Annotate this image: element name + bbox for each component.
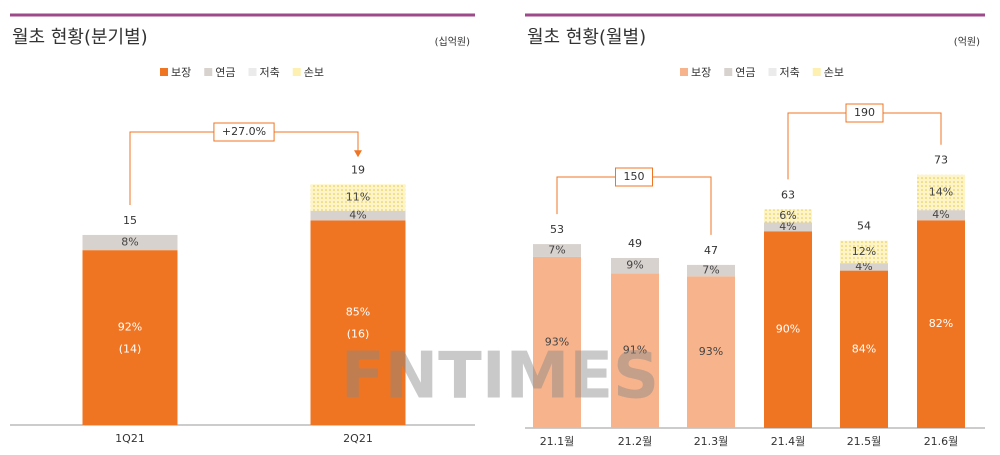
- annotation: +27.0%: [222, 125, 266, 138]
- x-tick-label: 21.1월: [540, 435, 575, 448]
- segment-label: 4%: [932, 208, 949, 221]
- bar-segment: [917, 210, 965, 221]
- segment-label: 92%: [118, 321, 142, 334]
- bar-segment: [533, 244, 581, 257]
- legend: 보장 연금 저축 손보: [160, 66, 324, 79]
- segment-label: 12%: [852, 245, 876, 258]
- segment-label: 6%: [779, 209, 796, 222]
- legend-swatch: [292, 68, 301, 76]
- bar-segment: [764, 209, 812, 223]
- segment-label: 91%: [623, 344, 647, 357]
- x-tick-label: 21.5월: [847, 435, 882, 448]
- segment-label: 90%: [776, 323, 800, 336]
- legend-swatch: [768, 68, 777, 76]
- legend-label: 저축: [780, 66, 800, 79]
- bar-segment: [917, 174, 965, 211]
- segment-label: 14%: [929, 185, 953, 198]
- legend-swatch: [812, 68, 821, 76]
- bar-segment: [687, 264, 735, 277]
- total-label: 63: [781, 188, 795, 201]
- legend-label: 보장: [171, 66, 191, 79]
- legend-label: 보장: [691, 66, 711, 79]
- legend-swatch: [160, 68, 168, 76]
- annotation: 150: [624, 170, 645, 183]
- segment-label: 4%: [349, 209, 366, 222]
- bar-segment: [310, 220, 406, 425]
- total-label: 73: [934, 154, 948, 167]
- legend-label: 손보: [304, 66, 324, 79]
- segment-label: 11%: [346, 191, 370, 204]
- total-label: 54: [857, 220, 871, 233]
- total-label: 47: [704, 244, 718, 257]
- total-label: 49: [628, 237, 642, 250]
- segment-label: 7%: [548, 244, 565, 257]
- bar-segment: [687, 276, 735, 428]
- bar-segment: [533, 256, 581, 428]
- segment-label: 85%: [346, 306, 370, 319]
- annotation-box: [845, 103, 884, 123]
- chart-title: 월초 현황(월별): [527, 27, 646, 48]
- segment-label: 93%: [699, 345, 723, 358]
- bar-segment: [764, 222, 812, 232]
- segment-label: 82%: [929, 317, 953, 330]
- bar-segment: [840, 240, 888, 264]
- total-label: 53: [550, 223, 564, 236]
- segment-label: 93%: [545, 335, 569, 348]
- legend-label: 연금: [215, 66, 235, 79]
- legend-swatch: [724, 68, 733, 76]
- legend-label: 손보: [824, 66, 844, 79]
- bracket-arrow: [354, 150, 362, 158]
- amount-label: (14): [119, 343, 142, 356]
- bar-segment: [611, 257, 659, 274]
- total-label: 15: [123, 214, 137, 227]
- x-tick-label: 21.4월: [771, 435, 806, 448]
- x-tick-label: 1Q21: [115, 432, 145, 445]
- total-label: 19: [351, 163, 365, 176]
- bar-segment: [840, 263, 888, 271]
- bar-segment: [840, 270, 888, 428]
- watermark: FNTIMES: [341, 340, 659, 414]
- annotation-box: [213, 122, 275, 142]
- bar-segment: [611, 273, 659, 428]
- bar-segment: [82, 234, 178, 251]
- unit-label: (억원): [954, 36, 980, 48]
- bar-segment: [82, 250, 178, 425]
- segment-label: 9%: [626, 259, 643, 272]
- x-tick-label: 21.6월: [924, 435, 959, 448]
- x-tick-label: 2Q21: [343, 432, 373, 445]
- legend-label: 저축: [260, 66, 280, 79]
- bar-segment: [917, 220, 965, 428]
- x-tick-label: 21.3월: [694, 435, 729, 448]
- legend: 보장 연금 저축 손보: [680, 66, 844, 79]
- bar-segment: [764, 231, 812, 428]
- bar-segment: [310, 210, 406, 221]
- segment-label: 8%: [121, 236, 138, 249]
- bracket: [787, 112, 942, 180]
- bar-segment: [310, 184, 406, 211]
- segment-label: 84%: [852, 342, 876, 355]
- x-tick-label: 21.2월: [618, 435, 653, 448]
- segment-label: 7%: [702, 264, 719, 277]
- annotation: 190: [854, 106, 875, 119]
- chart-title: 월초 현황(분기별): [12, 27, 148, 48]
- amount-label: (16): [347, 328, 370, 341]
- unit-label: (십억원): [435, 36, 471, 48]
- legend-swatch: [204, 68, 213, 76]
- legend-label: 연금: [735, 66, 755, 79]
- legend-swatch: [248, 68, 257, 76]
- segment-label: 4%: [779, 220, 796, 233]
- legend-swatch: [680, 68, 688, 76]
- annotation-box: [615, 167, 653, 187]
